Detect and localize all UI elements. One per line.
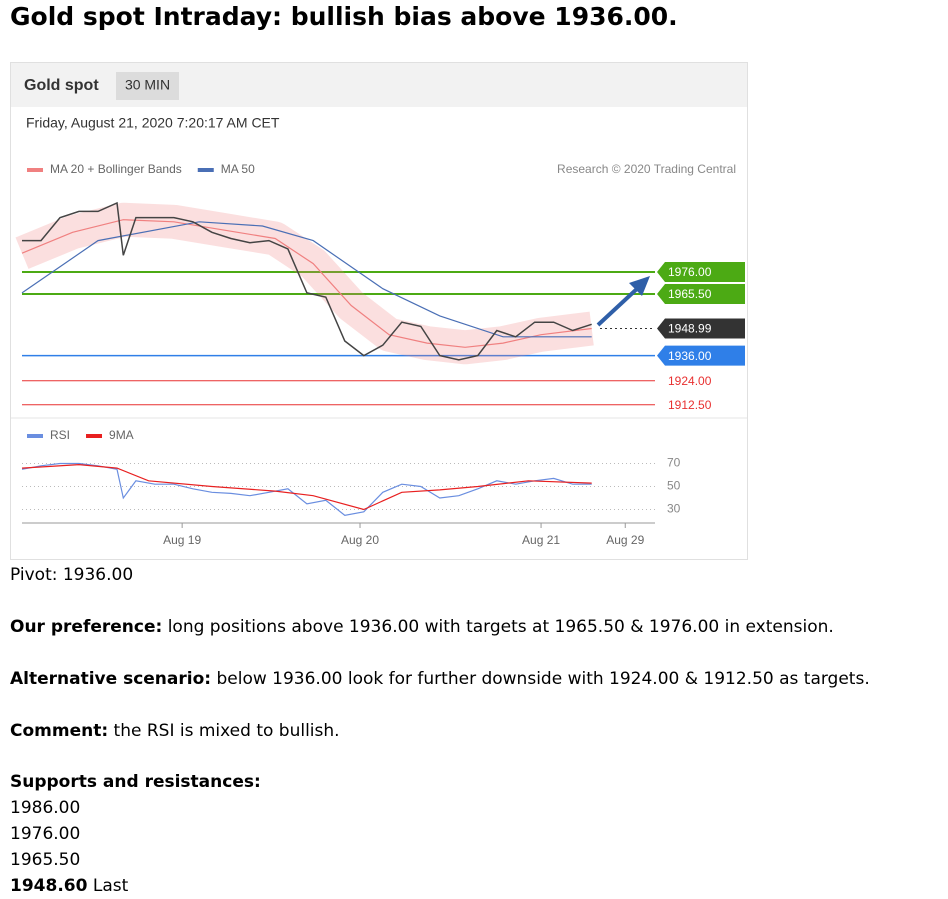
legend-label: MA 20 + Bollinger Bands xyxy=(50,162,182,176)
level-label: 1976.00 xyxy=(668,265,712,279)
sr-level: 1965.50 xyxy=(10,850,81,870)
page-title: Gold spot Intraday: bullish bias above 1… xyxy=(10,2,678,31)
paragraph-label: Alternative scenario: xyxy=(10,669,212,689)
sr-level: 1986.00 xyxy=(10,798,81,818)
x-tick-label: Aug 21 xyxy=(522,533,560,547)
paragraph-text: below 1936.00 look for further downside … xyxy=(216,669,870,689)
ma-line xyxy=(21,221,592,338)
level-tag xyxy=(657,283,745,304)
sr-level: 1976.00 xyxy=(10,824,81,844)
x-tick-label: Aug 29 xyxy=(606,533,644,547)
last-line: 1948.60 Last xyxy=(10,876,128,896)
level-label: 1912.50 xyxy=(668,398,712,412)
paragraph: Our preference: long positions above 193… xyxy=(10,617,834,637)
legend-swatch xyxy=(27,168,43,172)
ma-line xyxy=(21,219,592,348)
level-label: 1924.00 xyxy=(668,374,712,388)
rsi-line xyxy=(21,463,592,511)
rsi-tick-label: 30 xyxy=(667,502,681,516)
x-tick-label: Aug 19 xyxy=(163,533,201,547)
price-line xyxy=(22,201,592,361)
chart-frame xyxy=(10,62,748,560)
legend-label: RSI xyxy=(50,428,70,442)
pivot: Pivot: 1936.00 xyxy=(10,565,134,585)
timeframe-badge xyxy=(116,72,179,100)
level-label: 1965.50 xyxy=(668,287,712,301)
chart-title: Gold spot xyxy=(24,77,99,94)
level-tag xyxy=(657,262,745,282)
paragraph: Alternative scenario: below 1936.00 look… xyxy=(10,669,870,689)
timeframe: 30 MIN xyxy=(125,77,170,93)
legend-swatch xyxy=(197,168,214,172)
last-value: 1948.60 xyxy=(10,876,88,896)
chart: Gold spot 30 MIN Friday, August 21, 2020… xyxy=(10,62,748,560)
paragraph: Comment: the RSI is mixed to bullish. xyxy=(10,721,340,741)
rsi-line xyxy=(21,462,592,516)
arrow-head xyxy=(629,276,650,296)
level-tag xyxy=(657,345,745,366)
x-tick-label: Aug 20 xyxy=(341,533,379,547)
rsi-tick-label: 50 xyxy=(667,479,681,493)
legend-swatch xyxy=(86,434,103,438)
paragraph-text: the RSI is mixed to bullish. xyxy=(113,721,340,741)
sr-title: Supports and resistances: xyxy=(10,772,261,792)
legend-label: MA 50 xyxy=(221,162,255,176)
level-label: 1948.99 xyxy=(668,322,712,336)
arrow xyxy=(596,284,642,327)
legend-swatch xyxy=(27,434,43,438)
level-label: 1936.00 xyxy=(668,349,712,363)
last-label: Last xyxy=(92,876,129,896)
paragraph-label: Comment: xyxy=(10,721,109,741)
credit: Research © 2020 Trading Central xyxy=(557,162,736,176)
paragraph-label: Our preference: xyxy=(10,617,163,637)
paragraph-text: long positions above 1936.00 with target… xyxy=(167,617,834,637)
rsi-tick-label: 70 xyxy=(667,456,681,470)
level-tag xyxy=(657,318,745,339)
legend-label: 9MA xyxy=(109,428,134,442)
chart-subtitle: Friday, August 21, 2020 7:20:17 AM CET xyxy=(26,115,280,131)
